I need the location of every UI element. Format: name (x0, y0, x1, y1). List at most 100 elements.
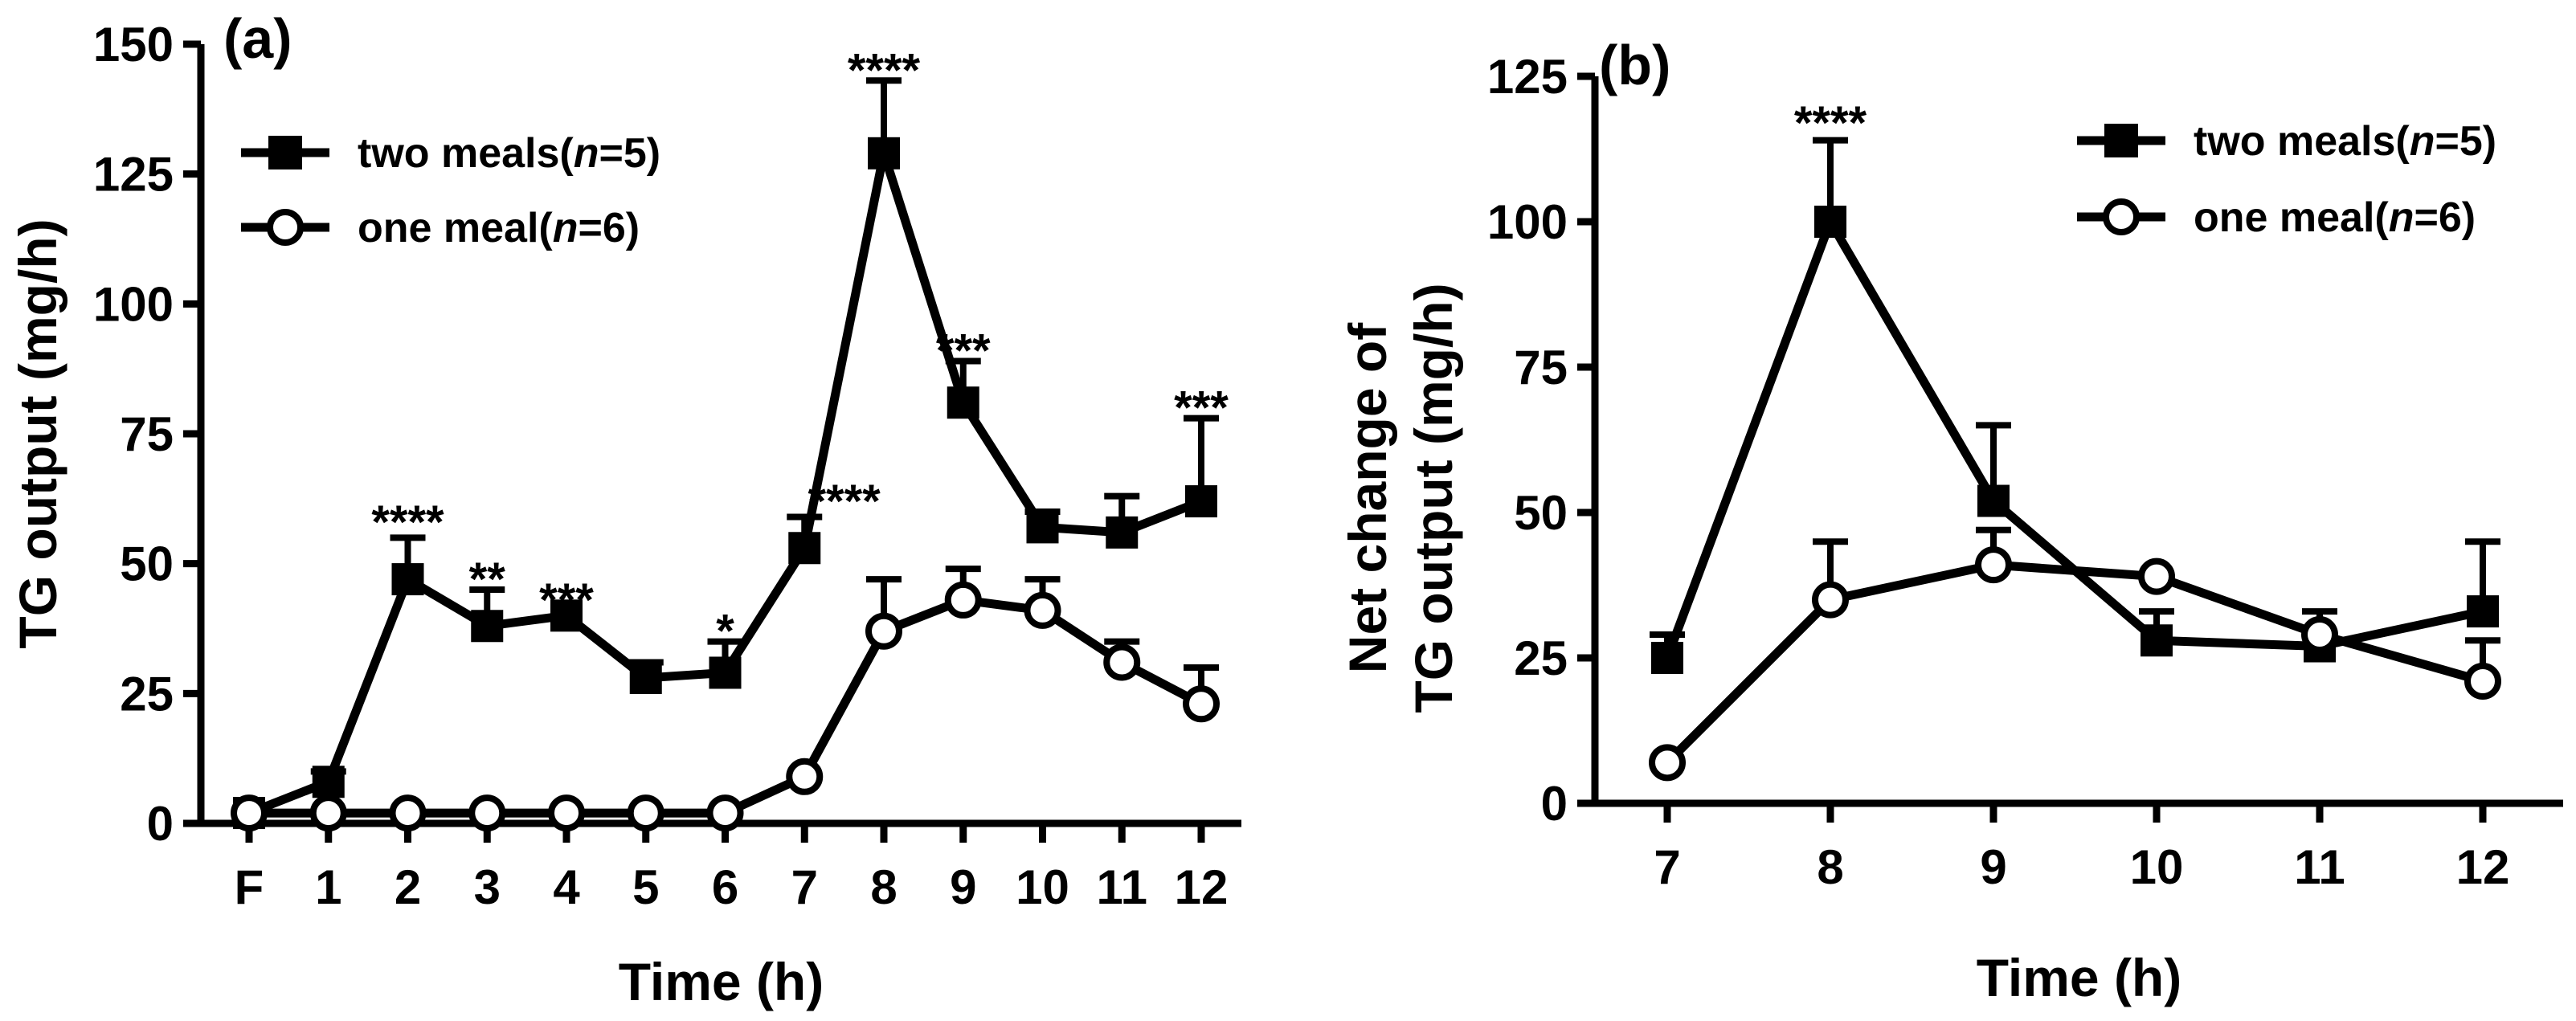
y-tick-label: 100 (93, 277, 174, 331)
data-point-square (312, 766, 345, 798)
legend-label-suffix: =5) (2435, 118, 2497, 165)
data-point-circle (1649, 744, 1686, 782)
x-tick-label: 7 (791, 860, 818, 914)
data-point-square (868, 137, 900, 169)
data-point-square (391, 563, 424, 596)
data-point-circle (944, 581, 982, 619)
x-tick-label: 12 (1175, 860, 1229, 914)
data-point-square (709, 656, 742, 689)
data-point-square (1814, 206, 1846, 238)
legend-label: one meal(n=6) (2194, 194, 2476, 241)
data-point-circle (1183, 685, 1220, 723)
legend-label-suffix: =5) (599, 130, 661, 177)
x-tick-label: 10 (1016, 860, 1069, 914)
series-line (1664, 560, 2484, 766)
y-tick-label: 0 (1541, 777, 1568, 831)
data-point-square (2467, 595, 2499, 628)
data-point-circle (2301, 616, 2338, 654)
data-point-circle (865, 612, 902, 650)
legend-label-prefix: two meals( (358, 130, 574, 177)
data-point-circle (309, 794, 347, 832)
y-axis-label-line: Net change of (1338, 322, 1397, 673)
legend-entry: two meals(n=5) (2077, 118, 2496, 165)
y-tick-label: 25 (120, 667, 174, 721)
y-tick-label: 0 (147, 797, 174, 851)
significance-marker: **** (848, 44, 921, 96)
data-point-square (1651, 642, 1683, 674)
significance-marker: **** (371, 496, 444, 549)
panel-label: (a) (223, 7, 292, 70)
data-point-circle (2464, 662, 2501, 700)
x-tick-label: 6 (712, 860, 738, 914)
legend-entry: two meals(n=5) (241, 130, 660, 177)
legend-marker-circle (2103, 198, 2140, 235)
significance-marker: ** (469, 553, 506, 606)
legend-marker-square (268, 136, 302, 169)
data-point-circle (786, 758, 824, 795)
data-point-circle (548, 794, 585, 832)
data-point-circle (1103, 643, 1141, 681)
data-point-square (1977, 484, 2010, 517)
data-point-circle (1975, 546, 2012, 584)
y-tick-label: 25 (1514, 631, 1568, 685)
x-tick-label: 11 (1097, 860, 1147, 914)
legend-entry: one meal(n=6) (241, 205, 640, 251)
x-tick-label: 11 (2294, 840, 2345, 894)
significance-marker: *** (539, 574, 594, 627)
data-point-circle (389, 794, 427, 832)
x-tick-label: 10 (2130, 840, 2184, 894)
x-tick-label: 9 (1980, 840, 2006, 894)
data-point-square (471, 610, 504, 643)
legend-marker-square (2104, 124, 2138, 157)
data-point-square (2141, 624, 2173, 657)
legend-label-prefix: one meal( (358, 205, 553, 251)
legend-label-prefix: one meal( (2194, 194, 2389, 241)
series-two-meals (247, 77, 1219, 818)
legend-label: two meals(n=5) (358, 130, 660, 177)
x-tick-label: 2 (395, 860, 421, 914)
data-point-circle (1812, 581, 1849, 619)
x-tick-label: 4 (553, 860, 580, 914)
series-line (1662, 217, 2484, 660)
x-tick-label: 8 (1817, 840, 1843, 894)
data-point-circle (706, 794, 744, 832)
significance-marker: **** (1794, 97, 1867, 149)
data-point-square (1026, 511, 1059, 544)
legend-marker-circle (267, 209, 304, 246)
x-axis-label: Time (h) (1977, 948, 2181, 1007)
significance-marker: *** (1174, 382, 1229, 435)
data-point-square (1106, 516, 1139, 549)
x-tick-label: 12 (2456, 840, 2510, 894)
y-tick-label: 75 (120, 407, 174, 461)
legend-label: two meals(n=5) (2194, 118, 2496, 165)
panel-b: 0 25 50 75 100 125 7 8 9 10 11 12 Time (h) Net change… (1338, 34, 2563, 1007)
y-tick-label: 75 (1514, 341, 1568, 394)
significance-marker: * (716, 606, 734, 658)
legend-label-suffix: =6) (579, 205, 640, 251)
data-point-square (788, 532, 821, 565)
legend-label-suffix: =6) (2414, 194, 2476, 241)
y-tick-label: 100 (1487, 195, 1568, 249)
data-point-circle (627, 794, 664, 832)
data-point-square (629, 661, 662, 694)
legend-label-n: n (2389, 194, 2414, 241)
data-point-square (550, 599, 583, 632)
significance-marker: *** (936, 325, 991, 378)
legend-label-n: n (2410, 118, 2435, 165)
y-tick-label: 150 (93, 18, 174, 71)
series-line (247, 149, 1204, 818)
data-point-square (947, 386, 979, 419)
significance-marker: **** (808, 476, 881, 528)
data-point-square (1185, 485, 1217, 518)
series-one-meal (1664, 526, 2500, 766)
x-axis-label: Time (h) (619, 952, 824, 1011)
y-tick-label: 125 (93, 148, 174, 202)
x-tick-label: 8 (870, 860, 897, 914)
y-axis-label: Net change of TG output (mg/h) (1338, 283, 1463, 713)
data-point-circle (468, 794, 506, 832)
data-point-circle (2138, 557, 2175, 595)
y-tick-label: 125 (1487, 50, 1568, 104)
panel-label: (b) (1599, 34, 1670, 96)
